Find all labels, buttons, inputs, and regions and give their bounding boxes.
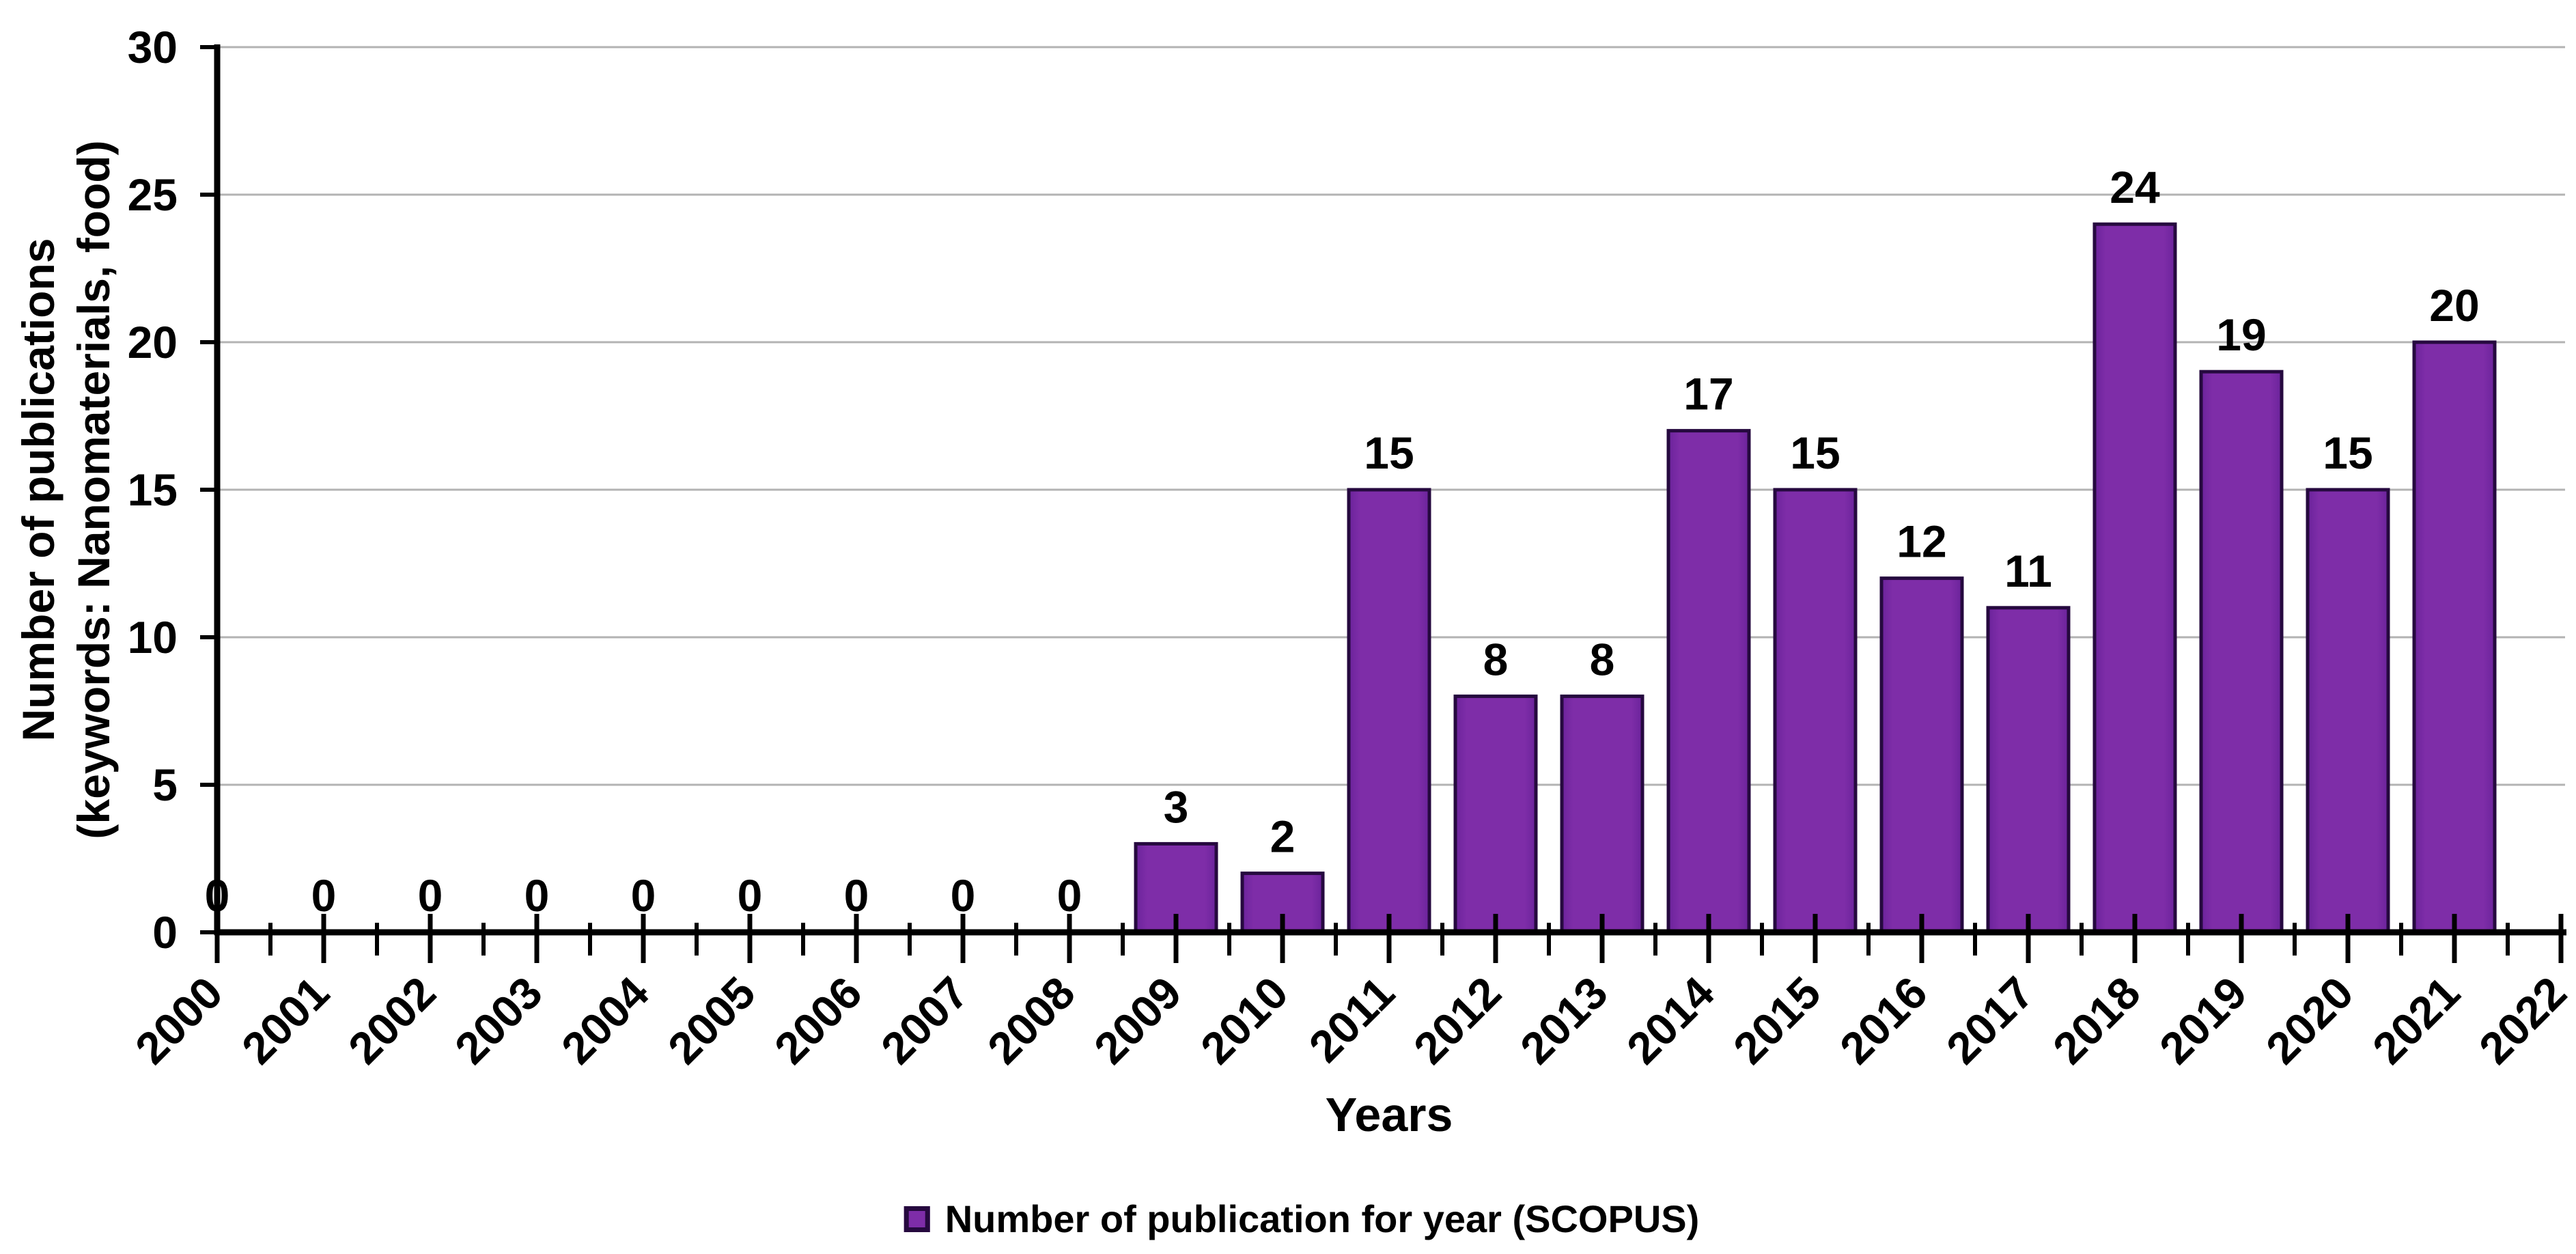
- y-tick-label-25: 25: [128, 169, 178, 220]
- bar-value-label-2015: 15: [1790, 428, 1840, 478]
- bar-value-label-2010: 2: [1270, 811, 1296, 862]
- y-tick-label-15: 15: [128, 464, 178, 515]
- bar-value-label-2014: 17: [1683, 369, 1733, 419]
- bar-value-label-2003: 0: [524, 870, 550, 921]
- y-tick-label-10: 10: [128, 612, 178, 663]
- x-axis-title: Years: [1325, 1088, 1453, 1141]
- x-tick-label-2018: 2018: [2043, 967, 2150, 1074]
- y-axis-title-line1: Number of publications: [13, 238, 64, 742]
- bar-value-label-2019: 19: [2216, 309, 2266, 360]
- bar-value-label-2002: 0: [418, 870, 443, 921]
- x-tick-label-2014: 2014: [1617, 966, 1724, 1073]
- bar-value-label-2005: 0: [738, 870, 763, 921]
- bar-value-label-2013: 8: [1590, 634, 1615, 684]
- bar-value-label-2021: 20: [2429, 280, 2479, 331]
- x-tick-label-2004: 2004: [552, 966, 658, 1073]
- x-tick-label-2017: 2017: [1937, 967, 2043, 1074]
- x-tick-label-2021: 2021: [2363, 967, 2469, 1074]
- x-tick-label-2007: 2007: [871, 967, 978, 1074]
- y-tick-label-30: 30: [128, 22, 178, 72]
- x-tick-label-2003: 2003: [445, 967, 552, 1074]
- bar-2012: [1453, 694, 1538, 934]
- bar-value-label-2008: 0: [1057, 870, 1082, 921]
- bar-value-label-2004: 0: [631, 870, 656, 921]
- bar-2016: [1879, 576, 1964, 934]
- bar-value-label-2007: 0: [951, 870, 976, 921]
- x-tick-label-2011: 2011: [1299, 967, 1404, 1072]
- y-tick-label-0: 0: [152, 907, 178, 958]
- bar-2013: [1560, 694, 1644, 934]
- legend: Number of publication for year (SCOPUS): [904, 1197, 1700, 1241]
- x-tick-label-2005: 2005: [658, 967, 765, 1074]
- bar-2021: [2412, 340, 2497, 934]
- legend-label: Number of publication for year (SCOPUS): [944, 1197, 1700, 1240]
- x-tick-label-2013: 2013: [1511, 967, 1617, 1074]
- y-tick-label-5: 5: [152, 760, 178, 810]
- bar-value-label-2018: 24: [2110, 162, 2160, 212]
- x-tick-label-2006: 2006: [765, 967, 871, 1074]
- x-tick-label-2010: 2010: [1191, 967, 1298, 1074]
- x-tick-label-2009: 2009: [1084, 967, 1191, 1074]
- bar-value-label-2011: 15: [1364, 428, 1414, 478]
- bar-value-label-2006: 0: [844, 870, 869, 921]
- x-tick-label-2022: 2022: [2469, 967, 2576, 1074]
- y-axis-title-line2: (keywords: Nanomaterials, food): [68, 140, 119, 839]
- x-tick-label-2000: 2000: [126, 967, 232, 1074]
- x-tick-label-2019: 2019: [2150, 967, 2256, 1074]
- bar-value-label-2001: 0: [311, 870, 337, 921]
- bar-2019: [2199, 370, 2284, 934]
- bar-2011: [1347, 488, 1431, 934]
- x-tick-label-2015: 2015: [1724, 967, 1830, 1074]
- bar-value-label-2012: 8: [1483, 634, 1509, 684]
- x-tick-label-2012: 2012: [1404, 967, 1511, 1074]
- bar-2020: [2306, 488, 2390, 934]
- bar-2017: [1986, 606, 2071, 934]
- bar-2015: [1773, 488, 1858, 934]
- bar-2018: [2092, 222, 2177, 934]
- bar-value-label-2017: 11: [2004, 546, 2052, 596]
- bar-value-label-2009: 3: [1164, 781, 1189, 832]
- legend-swatch-icon: [904, 1206, 930, 1232]
- x-tick-label-2008: 2008: [978, 967, 1084, 1074]
- y-tick-label-20: 20: [128, 317, 178, 367]
- bar-value-label-2016: 12: [1896, 516, 1946, 567]
- x-tick-label-2016: 2016: [1830, 967, 1937, 1074]
- bar-value-label-2020: 15: [2323, 428, 2372, 478]
- x-tick-label-2001: 2001: [232, 967, 339, 1074]
- x-tick-label-2020: 2020: [2256, 967, 2363, 1074]
- x-tick-label-2002: 2002: [339, 967, 445, 1074]
- y-axis-title: Number of publications (keywords: Nanoma…: [11, 140, 122, 839]
- bar-2014: [1666, 429, 1751, 934]
